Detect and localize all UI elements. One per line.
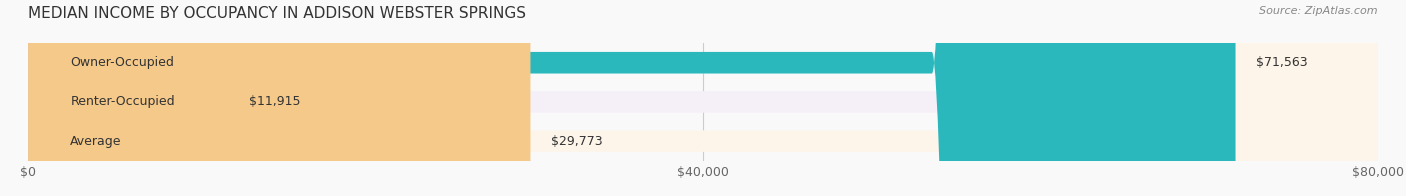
Text: Owner-Occupied: Owner-Occupied (70, 56, 174, 69)
Text: MEDIAN INCOME BY OCCUPANCY IN ADDISON WEBSTER SPRINGS: MEDIAN INCOME BY OCCUPANCY IN ADDISON WE… (28, 6, 526, 21)
FancyBboxPatch shape (28, 0, 1378, 196)
Text: $11,915: $11,915 (249, 95, 301, 108)
Text: Average: Average (70, 135, 122, 148)
FancyBboxPatch shape (0, 0, 332, 196)
FancyBboxPatch shape (28, 0, 1236, 196)
Text: Renter-Occupied: Renter-Occupied (70, 95, 174, 108)
Text: Source: ZipAtlas.com: Source: ZipAtlas.com (1260, 6, 1378, 16)
Text: $71,563: $71,563 (1256, 56, 1308, 69)
Text: $29,773: $29,773 (551, 135, 602, 148)
FancyBboxPatch shape (28, 0, 530, 196)
FancyBboxPatch shape (28, 0, 1378, 196)
FancyBboxPatch shape (28, 0, 1378, 196)
